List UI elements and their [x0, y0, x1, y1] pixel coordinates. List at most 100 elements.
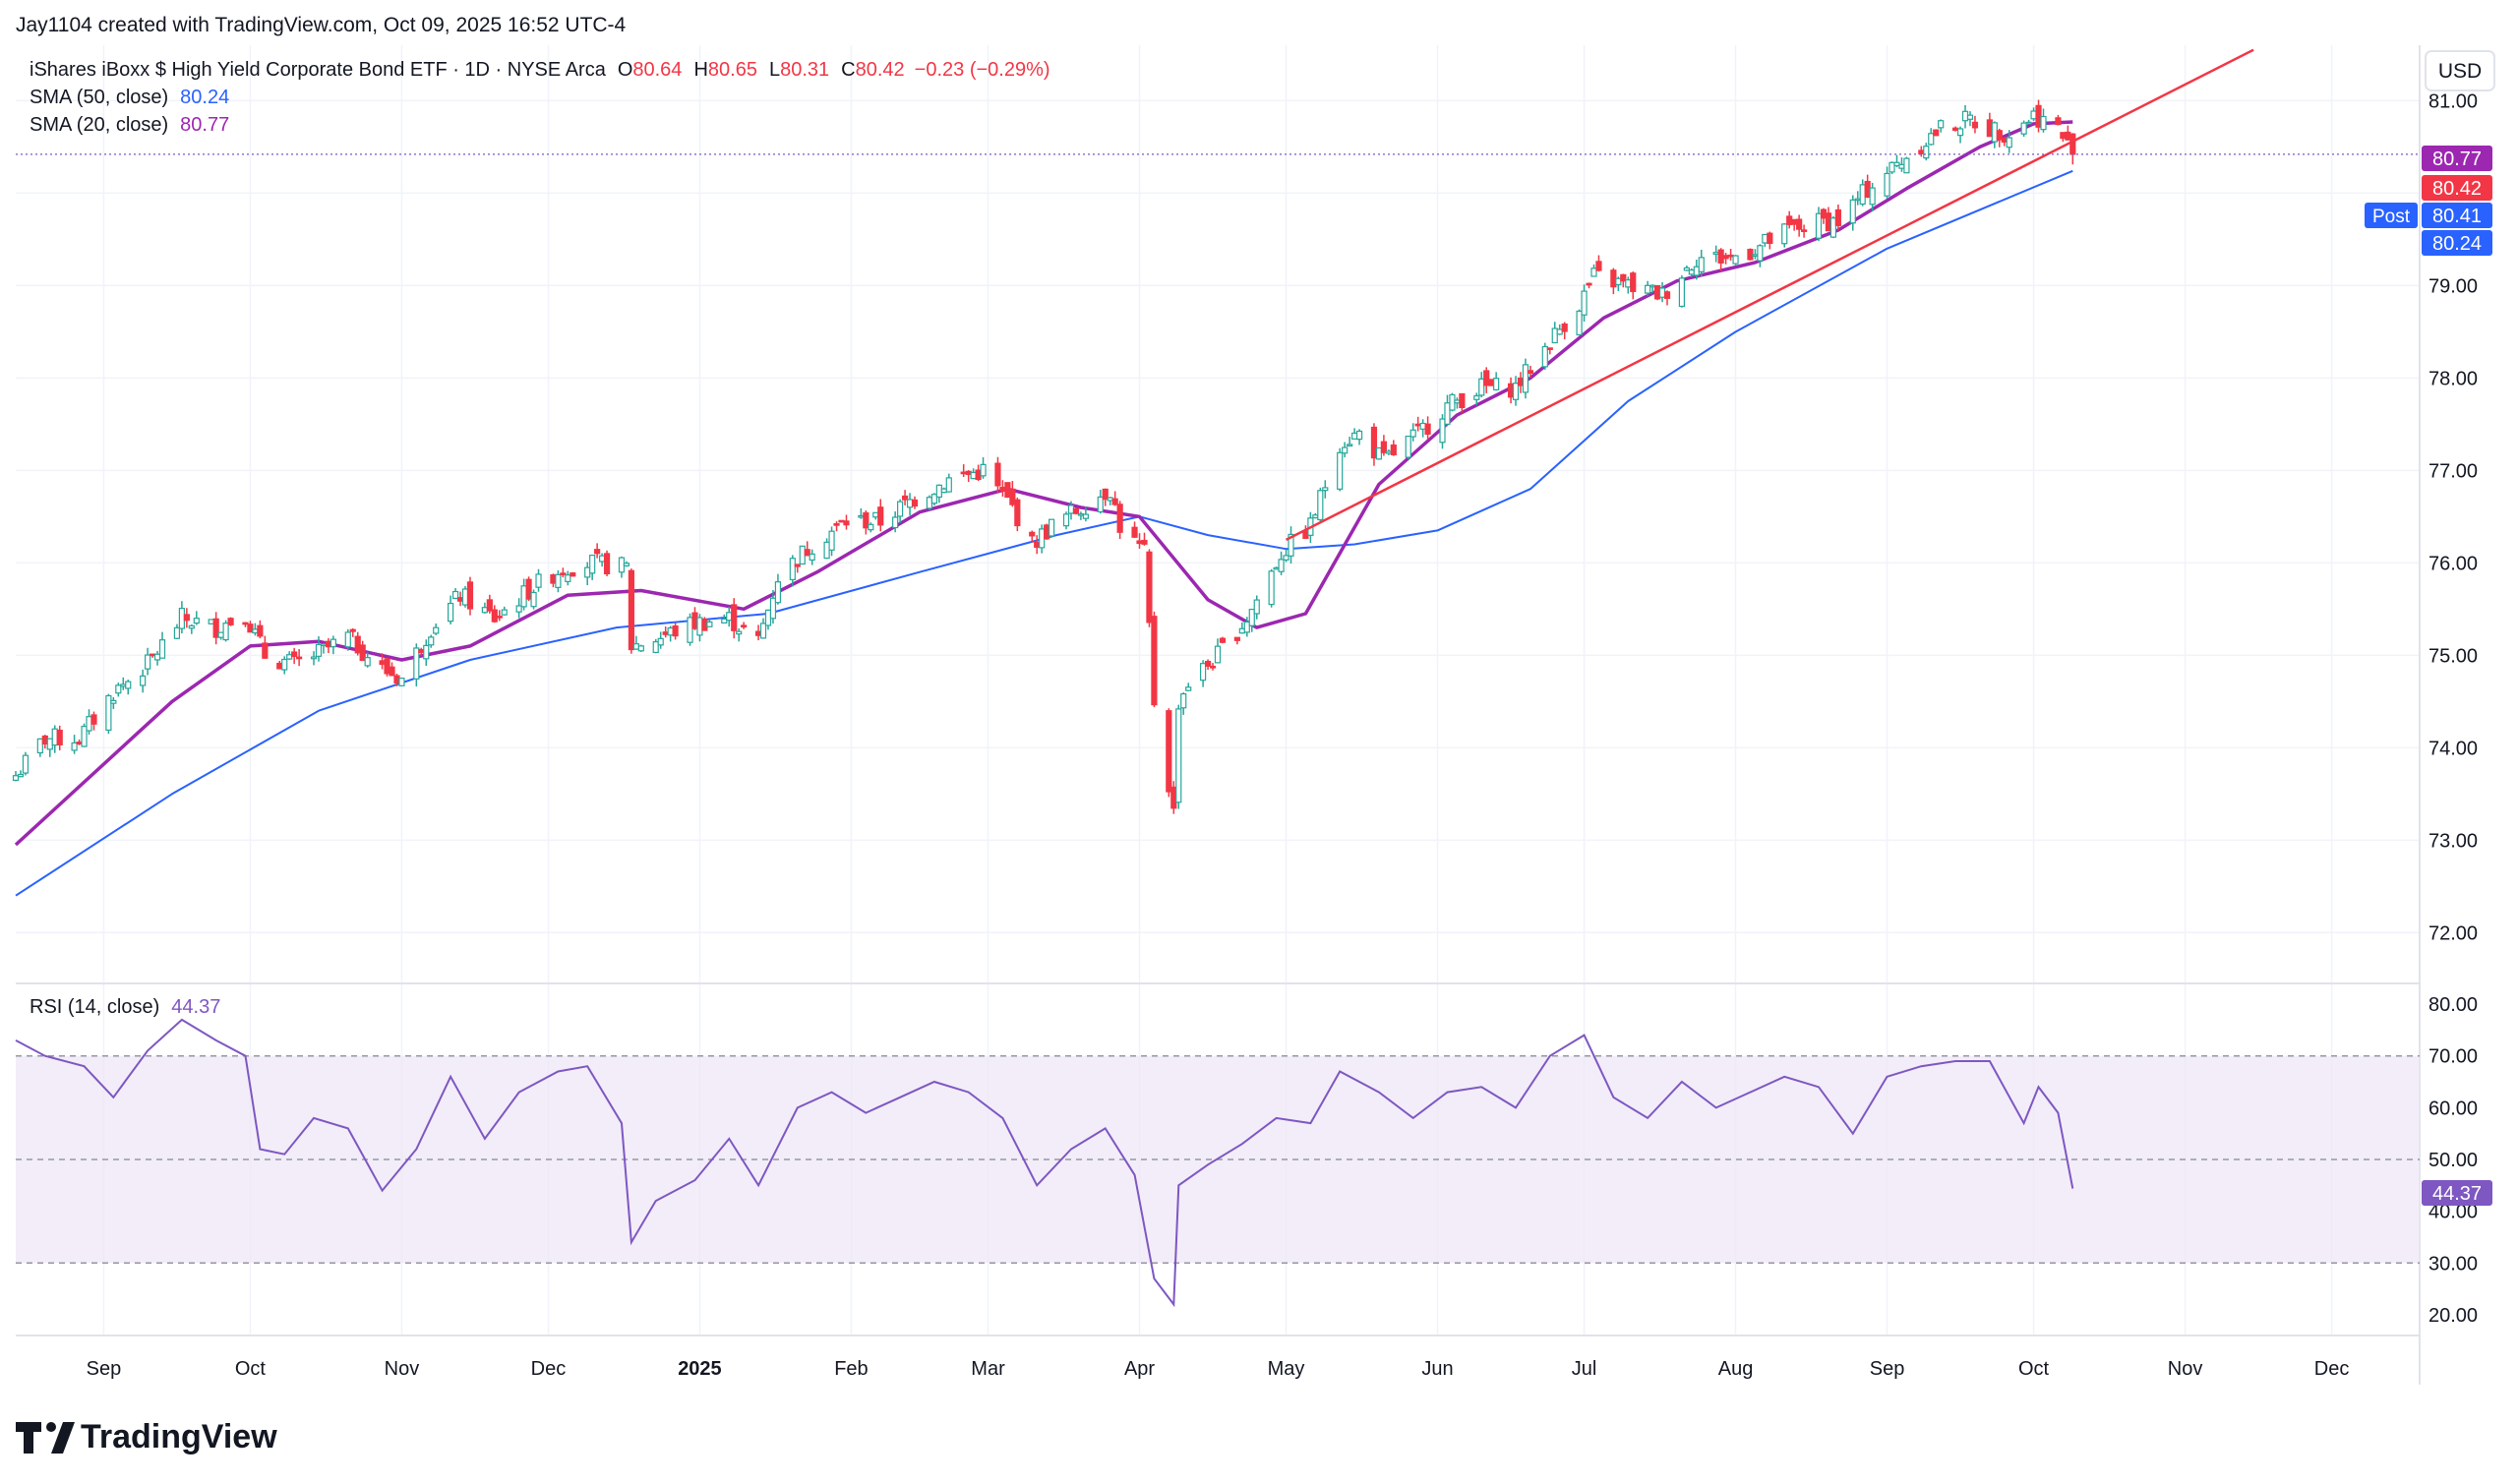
candle-down [1653, 284, 1661, 300]
candle-down [1219, 637, 1227, 643]
candle-up [1884, 172, 1890, 197]
candle-up [501, 609, 508, 616]
candle-down [804, 549, 810, 557]
time-tick-label: Dec [531, 1358, 567, 1380]
candle-up [1698, 257, 1705, 272]
candle-up [858, 514, 865, 518]
candle-down [1233, 636, 1240, 641]
price-tick-label: 79.00 [2428, 275, 2478, 297]
candle-up [868, 523, 874, 531]
symbol-title: iShares iBoxx $ High Yield Corporate Bon… [30, 59, 607, 81]
candle-up [193, 618, 200, 624]
price-tick-label: 72.00 [2428, 922, 2478, 944]
candle-down [1034, 541, 1041, 549]
candle-up [481, 607, 488, 614]
candle-down [741, 624, 748, 628]
candle-down [1136, 540, 1143, 545]
currency-button[interactable]: USD [2425, 50, 2495, 91]
candle-up [1473, 394, 1480, 400]
time-tick-label: Mar [971, 1358, 1005, 1380]
candle-up [1991, 122, 1998, 143]
candles [12, 99, 2076, 814]
candle-up [433, 626, 440, 634]
candle-down [247, 623, 254, 633]
candle-up [1439, 418, 1446, 444]
candle-up [687, 617, 693, 643]
time-tick-label: Nov [385, 1358, 420, 1380]
candle-up [1419, 422, 1426, 430]
low-label: L [769, 59, 780, 81]
candle-up [310, 656, 318, 660]
candle-up [1512, 383, 1520, 400]
time-tick-label: Sep [1870, 1358, 1905, 1380]
rsi-tick-label: 70.00 [2428, 1046, 2478, 1068]
candle-down [384, 658, 390, 675]
candle-up [1898, 163, 1905, 169]
candle-up [930, 494, 937, 505]
legend-rsi[interactable]: RSI (14, close) 44.37 [30, 996, 220, 1018]
candle-up [110, 699, 117, 704]
candle-up [945, 477, 952, 493]
candle-up [1243, 621, 1250, 633]
candle-down [1009, 488, 1016, 505]
candle-up [1268, 570, 1275, 606]
candle-up [1829, 217, 1837, 238]
candle-down [975, 469, 982, 481]
candle-down [911, 499, 919, 507]
candle-down [1951, 127, 1959, 132]
legend-symbol-line[interactable]: iShares iBoxx $ High Yield Corporate Bon… [30, 59, 1050, 81]
currency-label: USD [2438, 60, 2482, 83]
candle-down [672, 624, 679, 637]
candle-up [823, 541, 830, 560]
candle-down [56, 729, 63, 745]
candle-down [2035, 104, 2042, 128]
candle-up [173, 626, 181, 639]
close-label: C [841, 59, 855, 81]
candle-up [428, 636, 435, 646]
candle-up [1869, 187, 1876, 206]
candle-down [389, 666, 395, 677]
candle-up [1355, 430, 1363, 441]
time-tick-label: 2025 [678, 1358, 722, 1380]
candle-down [877, 506, 884, 526]
candle-down [838, 519, 845, 523]
price-tick-label: 76.00 [2428, 553, 2478, 574]
price-axis[interactable]: 72.00 73.00 74.00 75.00 76.00 77.00 78.00 79.00… [2428, 90, 2478, 944]
candle-down [149, 653, 156, 657]
legend-sma20[interactable]: SMA (20, close) 80.77 [30, 114, 229, 136]
trendline[interactable] [1285, 48, 2254, 541]
candle-up [623, 563, 630, 566]
candle-up [423, 644, 430, 660]
candle-down [257, 624, 264, 637]
tradingview-logo[interactable]: TradingView [16, 1418, 277, 1455]
legend-sma50[interactable]: SMA (50, close) 80.24 [30, 87, 229, 108]
candle-up [530, 591, 537, 608]
candle-up [1625, 279, 1632, 288]
candle-up [906, 499, 914, 508]
candle-down [1004, 482, 1011, 499]
time-tick-label: May [1268, 1358, 1305, 1380]
candle-down [1996, 130, 2003, 141]
candle-up [736, 630, 743, 635]
candle-up [1409, 429, 1416, 438]
candle-down [1727, 254, 1734, 258]
rsi-axis[interactable]: 20.00 30.00 40.00 50.00 60.00 70.00 80.00 [2428, 994, 2478, 1327]
high-value: 80.65 [708, 59, 757, 81]
sma50-path [15, 169, 2073, 897]
candle-up [140, 675, 147, 686]
candle-up [1385, 450, 1392, 454]
candle-up [1273, 566, 1280, 570]
candle-up [398, 678, 405, 686]
change-value: −0.23 (−0.29%) [915, 59, 1050, 81]
candle-down [486, 599, 493, 612]
candle-down [227, 618, 234, 625]
rsi-tick-label: 50.00 [2428, 1150, 2478, 1171]
candle-down [594, 549, 601, 555]
time-axis[interactable]: Sep Oct Nov Dec 2025 Feb Mar Apr May Jun Jul Aug Sep… [87, 1358, 2350, 1380]
candle-up [1288, 533, 1294, 557]
candle-up [451, 590, 459, 600]
candle-down [354, 635, 361, 654]
candle-up [1449, 393, 1456, 411]
time-tick-label: Jun [1421, 1358, 1453, 1380]
